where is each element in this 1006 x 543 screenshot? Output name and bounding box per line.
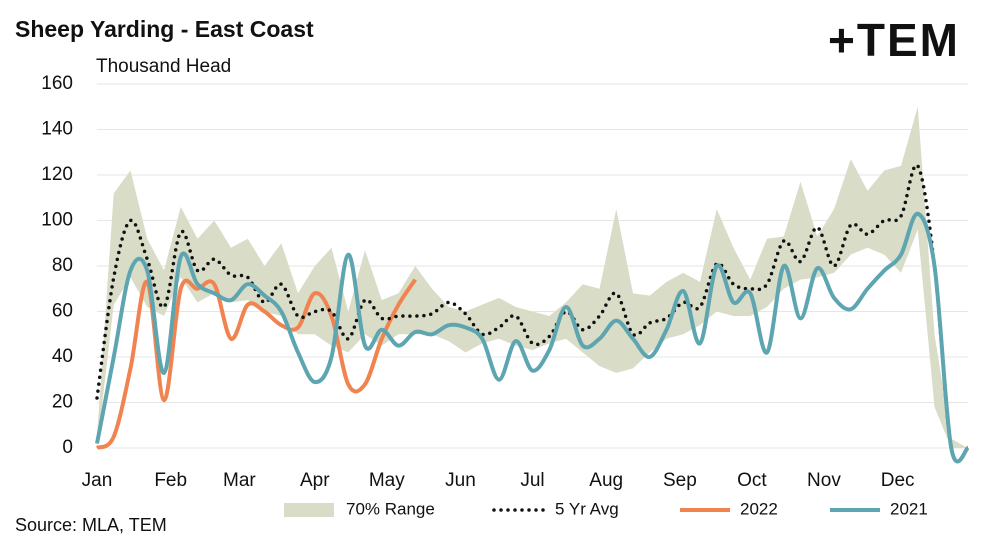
legend-label: 2022: [740, 499, 778, 518]
y-tick-label: 40: [52, 346, 73, 367]
series-line: [95, 211, 970, 464]
x-tick-label: Jul: [520, 470, 544, 491]
x-tick-label: Aug: [589, 470, 623, 491]
x-tick-label: Sep: [663, 470, 697, 491]
logo: +TEM: [828, 14, 960, 66]
y-tick-label: 140: [41, 119, 73, 140]
x-tick-label: May: [369, 470, 405, 491]
x-tick-label: Nov: [807, 470, 841, 491]
legend-label: 70% Range: [346, 499, 435, 518]
x-tick-label: Dec: [881, 470, 915, 491]
x-tick-label: Jan: [82, 470, 113, 491]
legend-swatch: [284, 503, 334, 517]
source: Source: MLA, TEM: [15, 515, 167, 535]
range-band: [97, 106, 968, 448]
x-tick-label: Oct: [737, 470, 767, 491]
x-tick-label: Feb: [154, 470, 187, 491]
y-tick-label: 120: [41, 164, 73, 185]
y-tick-label: 60: [52, 301, 73, 322]
y-tick-label: 0: [62, 437, 73, 458]
legend-label: 2021: [890, 499, 928, 518]
y-axis-unit: Thousand Head: [96, 56, 231, 77]
y-tick-label: 80: [52, 255, 73, 276]
series-line: [95, 163, 970, 464]
y-tick-label: 100: [41, 210, 73, 231]
legend-label: 5 Yr Avg: [555, 499, 619, 518]
x-tick-label: Jun: [445, 470, 476, 491]
series-line: [95, 278, 417, 450]
y-tick-label: 20: [52, 392, 73, 413]
x-tick-label: Mar: [223, 470, 256, 491]
y-tick-label: 160: [41, 73, 73, 94]
x-tick-label: Apr: [300, 470, 330, 491]
chart-title: Sheep Yarding - East Coast: [15, 16, 314, 42]
